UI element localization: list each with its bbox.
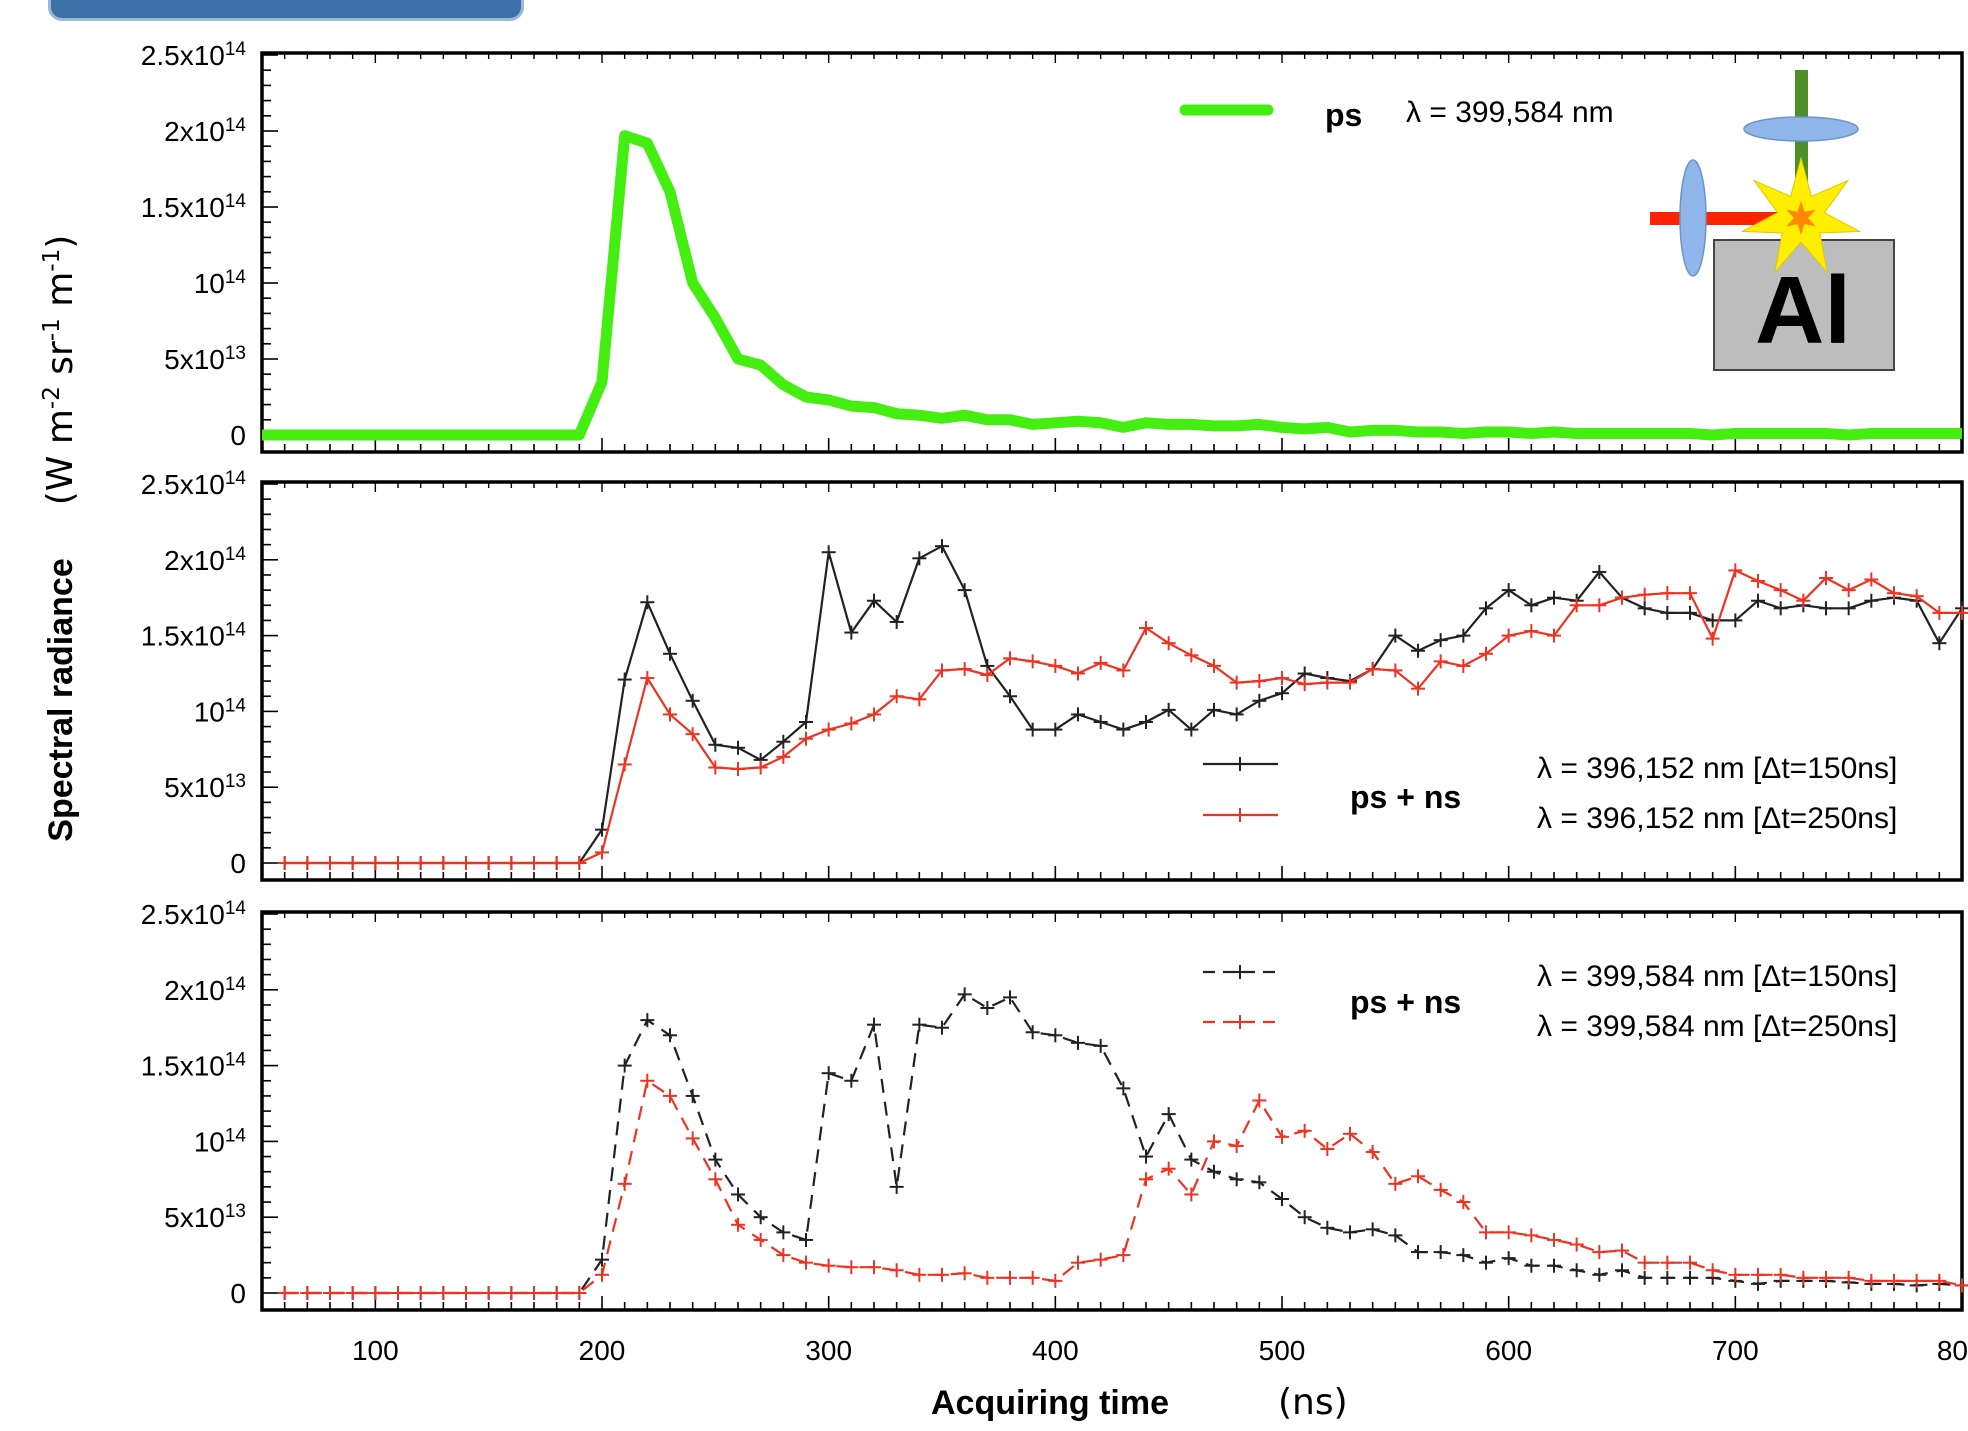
x-axis-unit: (ns): [1278, 1382, 1348, 1423]
y-tick-label: 0: [230, 420, 246, 451]
x-tick-label: 500: [1259, 1335, 1306, 1366]
series-line-panel3-2: [284, 1079, 1963, 1295]
chart-series: [262, 130, 1968, 1300]
series-line-panel1-1: [262, 130, 1962, 441]
y-tick-label: 1014: [194, 1125, 247, 1158]
header-tab-decoration: [48, 0, 524, 21]
x-tick-label: 80: [1937, 1335, 1968, 1366]
panel-frame-1: [260, 51, 1964, 454]
inset-lens-top: [1743, 116, 1859, 142]
inset-diagram: Al: [1650, 70, 1895, 371]
y-tick-label: 5x1013: [164, 771, 246, 804]
x-axis-label: Acquiring time: [931, 1384, 1169, 1422]
y-tick-label: 2x1014: [164, 973, 246, 1006]
y-tick-label: 0: [230, 848, 246, 879]
y-tick-label: 2x1014: [164, 543, 246, 576]
y-tick-label: 1.5x1014: [141, 1049, 247, 1082]
legend-entry: λ = 396,152 nm [Δt=150ns]: [1537, 752, 1897, 785]
y-tick-label: 2x1014: [164, 115, 246, 148]
y-tick-label: 2.5x1014: [141, 468, 247, 501]
x-tick-label: 300: [805, 1335, 852, 1366]
y-tick-label: 5x1013: [164, 343, 246, 376]
inset-lens-left: [1679, 159, 1707, 277]
inset-target-block: [1713, 239, 1895, 371]
x-tick-label: 700: [1712, 1335, 1759, 1366]
chart-frames: [260, 51, 1964, 1312]
y-tick-label: 1014: [194, 695, 247, 728]
legend-entry: λ = 399,584 nm: [1406, 96, 1614, 129]
y-tick-label: 1.5x1014: [141, 619, 247, 652]
y-axis-unit: (W m-2 sr-1 m-1): [39, 235, 81, 506]
x-tick-label: 400: [1032, 1335, 1079, 1366]
legend-group-label: ps + ns: [1350, 779, 1461, 815]
legend-entry: λ = 399,584 nm [Δt=250ns]: [1537, 1010, 1897, 1043]
inset-target-label: Al: [1755, 257, 1851, 364]
inset-plasma-core: [1786, 201, 1816, 235]
y-tick-label: 5x1013: [164, 1201, 246, 1234]
legend-group-label: ps: [1325, 97, 1362, 133]
legend-group-label: ps + ns: [1350, 984, 1461, 1020]
legend-entry: λ = 396,152 nm [Δt=250ns]: [1537, 802, 1897, 835]
y-tick-label: 2.5x1014: [141, 39, 247, 72]
legend-entry: λ = 399,584 nm [Δt=150ns]: [1537, 960, 1897, 993]
y-tick-label: 1014: [194, 267, 247, 300]
x-tick-label: 200: [579, 1335, 626, 1366]
x-tick-label: 100: [352, 1335, 399, 1366]
y-axis-label: Spectral radiance: [42, 558, 80, 841]
y-tick-label: 1.5x1014: [141, 191, 247, 224]
chart-text: 0 5x1013 1014 1.5x1014 2x1014 2.5x1014 0 5x1013…: [39, 39, 1968, 1424]
y-tick-label: 0: [230, 1278, 246, 1309]
y-tick-label: 2.5x1014: [141, 898, 247, 931]
x-tick-label: 600: [1485, 1335, 1532, 1366]
